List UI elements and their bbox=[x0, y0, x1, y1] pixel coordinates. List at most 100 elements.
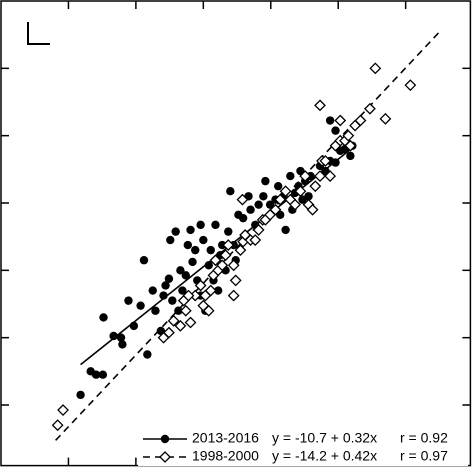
point bbox=[109, 331, 118, 341]
point bbox=[261, 176, 270, 186]
point bbox=[216, 259, 229, 272]
point bbox=[194, 279, 207, 292]
point bbox=[182, 289, 195, 302]
point bbox=[219, 249, 232, 262]
point bbox=[314, 170, 326, 182]
point bbox=[163, 326, 175, 339]
point bbox=[159, 291, 168, 300]
point bbox=[246, 205, 255, 214]
point bbox=[204, 284, 217, 297]
point bbox=[204, 261, 213, 270]
point bbox=[167, 314, 180, 327]
legend-bg bbox=[138, 430, 468, 448]
point bbox=[306, 203, 319, 216]
point bbox=[143, 350, 152, 359]
point bbox=[294, 185, 307, 198]
point bbox=[213, 286, 223, 295]
point bbox=[404, 79, 417, 92]
point bbox=[331, 158, 340, 167]
point bbox=[334, 114, 347, 127]
point bbox=[238, 213, 248, 223]
point bbox=[176, 266, 185, 275]
point bbox=[344, 139, 357, 152]
point bbox=[234, 244, 247, 257]
legend-r: r = 0.92 bbox=[400, 430, 448, 446]
point bbox=[148, 286, 157, 295]
point bbox=[289, 198, 301, 211]
point bbox=[188, 257, 197, 267]
point bbox=[57, 404, 69, 416]
point bbox=[252, 224, 265, 236]
point bbox=[171, 227, 180, 236]
legend-equation: y = -14.2 + 0.42x bbox=[272, 448, 377, 464]
point bbox=[222, 239, 235, 252]
legend-marker bbox=[159, 451, 171, 463]
point bbox=[299, 170, 312, 182]
point bbox=[202, 304, 215, 317]
point bbox=[91, 370, 101, 379]
legend-label: 2013-2016 bbox=[192, 430, 259, 446]
point bbox=[274, 193, 287, 206]
point bbox=[319, 154, 332, 167]
point bbox=[196, 220, 205, 230]
point bbox=[139, 256, 149, 265]
legend-r: r = 0.97 bbox=[400, 448, 448, 464]
point bbox=[76, 390, 85, 400]
point bbox=[331, 126, 340, 135]
point bbox=[179, 304, 192, 317]
point bbox=[304, 192, 313, 201]
point bbox=[265, 200, 275, 209]
point bbox=[369, 62, 382, 75]
point bbox=[124, 296, 133, 305]
legend-marker bbox=[160, 434, 170, 444]
point bbox=[211, 220, 220, 230]
panel-mark bbox=[27, 22, 50, 45]
point bbox=[136, 301, 145, 310]
point bbox=[227, 289, 240, 302]
point bbox=[168, 296, 177, 305]
point bbox=[98, 370, 108, 379]
point bbox=[224, 227, 233, 236]
point bbox=[314, 99, 326, 112]
point bbox=[183, 240, 193, 250]
point bbox=[116, 333, 126, 342]
point bbox=[178, 286, 187, 295]
point bbox=[346, 151, 355, 161]
point bbox=[229, 274, 242, 287]
point bbox=[181, 271, 190, 280]
point bbox=[379, 112, 392, 125]
point bbox=[279, 185, 292, 198]
point bbox=[249, 234, 262, 246]
point bbox=[363, 102, 376, 115]
point bbox=[354, 114, 367, 127]
point bbox=[206, 245, 215, 255]
point bbox=[324, 170, 337, 182]
point bbox=[118, 340, 127, 349]
point bbox=[199, 235, 208, 245]
point bbox=[161, 281, 170, 290]
point bbox=[184, 316, 197, 329]
point bbox=[166, 235, 175, 245]
point bbox=[309, 180, 322, 193]
point bbox=[325, 116, 335, 125]
point bbox=[164, 274, 174, 283]
point bbox=[174, 319, 187, 332]
point bbox=[129, 321, 139, 331]
point bbox=[51, 419, 64, 432]
point bbox=[281, 225, 290, 235]
legend-equation: y = -10.7 + 0.32x bbox=[272, 430, 377, 446]
legend-label: 1998-2000 bbox=[192, 448, 259, 464]
point bbox=[209, 254, 222, 267]
point bbox=[226, 187, 235, 196]
point bbox=[99, 313, 108, 322]
point bbox=[273, 181, 283, 191]
point bbox=[342, 129, 355, 142]
point bbox=[259, 192, 268, 201]
point bbox=[236, 193, 249, 206]
point bbox=[286, 171, 295, 181]
point bbox=[174, 306, 183, 315]
point bbox=[151, 306, 160, 315]
point bbox=[186, 225, 195, 235]
point bbox=[254, 200, 263, 209]
